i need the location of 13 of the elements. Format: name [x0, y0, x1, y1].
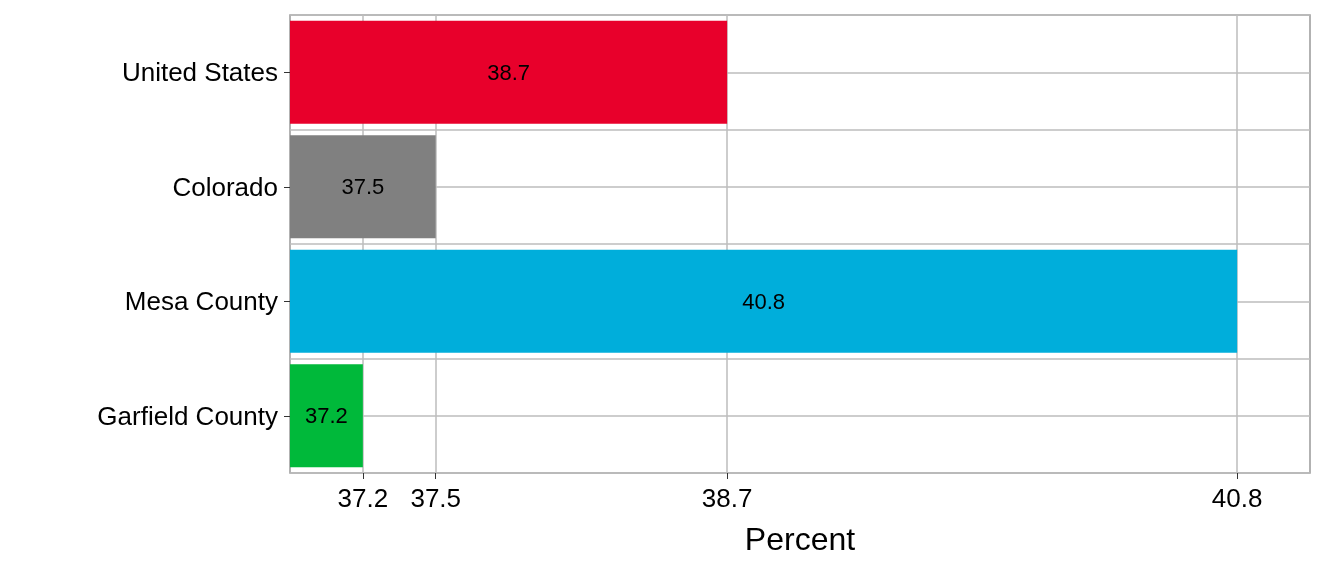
y-tick-label: Colorado [172, 171, 278, 202]
x-tick-label: 40.8 [1211, 483, 1263, 513]
x-axis-title: Percent [744, 521, 856, 557]
x-tick-label: 37.2 [337, 483, 389, 513]
data-label: 37.5 [341, 174, 385, 200]
y-tick-label: Mesa County [124, 286, 278, 317]
x-tick-label: 38.7 [701, 483, 753, 513]
data-label: 38.7 [487, 59, 530, 85]
data-label: 40.8 [742, 288, 785, 314]
y-tick-label: Garfield County [97, 400, 278, 431]
x-tick-label: 37.5 [410, 483, 462, 513]
data-label: 37.2 [305, 403, 348, 429]
y-tick-label: United States [121, 57, 278, 88]
